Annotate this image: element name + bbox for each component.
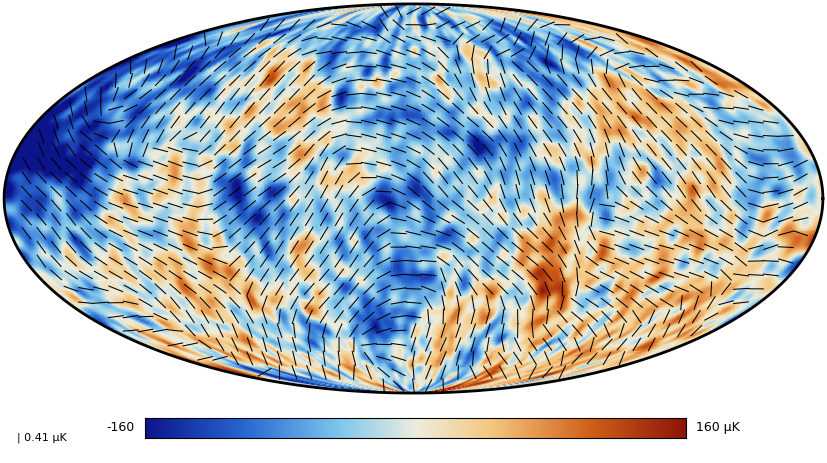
- Text: | 0.41 μK: | 0.41 μK: [17, 432, 66, 443]
- Text: 160 μK: 160 μK: [696, 421, 740, 434]
- Text: -160: -160: [107, 421, 135, 434]
